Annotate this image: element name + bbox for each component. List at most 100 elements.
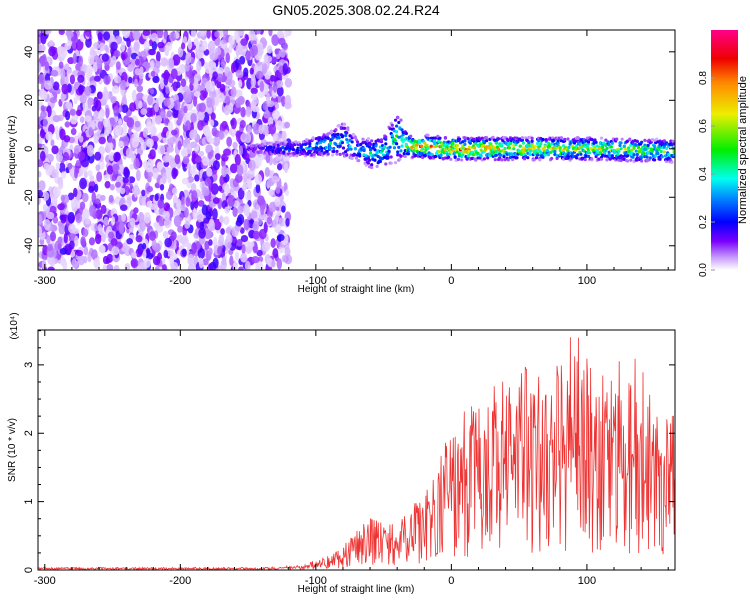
spectrogram-cell [39, 129, 46, 139]
spectrogram-cell [281, 95, 286, 107]
spectrogram-cell [250, 87, 258, 95]
spectrogram-cell [73, 144, 82, 155]
spectrogram-cell [368, 142, 373, 146]
spectrogram-cell [621, 154, 625, 159]
spectrogram-cell [166, 145, 174, 153]
spectrogram-cell [121, 135, 130, 145]
spectrogram-cell [50, 139, 55, 147]
spectrogram-cell [239, 55, 246, 65]
spectrogram-cell [533, 144, 538, 148]
spectrogram-cell [94, 75, 101, 82]
spectrogram-cell [225, 233, 233, 245]
spectrogram-cell [502, 155, 506, 159]
spectrogram-cell [170, 129, 178, 136]
spectrogram-cell [474, 158, 478, 162]
spectrogram-cell [370, 163, 374, 167]
spectrogram-cell [630, 148, 634, 152]
spectrogram-cell [88, 237, 96, 246]
spectrogram-cell [241, 244, 246, 255]
spectrogram-cell [634, 149, 638, 153]
spectrogram-cell [281, 254, 287, 263]
spectrogram-cell [110, 47, 115, 55]
spectrogram-cell [570, 144, 574, 148]
spectrogram-cell [103, 118, 111, 128]
spectrogram-cell [134, 68, 141, 76]
spectrogram-cell [277, 153, 282, 157]
spectrogram-cell [264, 166, 270, 177]
spectrogram-cell [143, 62, 152, 69]
spectrogram-cell [57, 236, 63, 245]
spectrogram-cell [209, 218, 214, 227]
spectrogram-cell [91, 249, 98, 261]
y-tick-label: 20 [23, 94, 35, 106]
spectrogram-cell [625, 159, 630, 163]
spectrogram-cell [135, 248, 142, 258]
spectrogram-cell [159, 111, 165, 119]
spectrogram-cell [594, 155, 598, 159]
spectrogram-cell [40, 90, 48, 100]
spectrogram-cell [244, 260, 251, 270]
spectrogram-cell [254, 30, 262, 35]
spectrogram-cell [94, 183, 99, 193]
spectrogram-cell [119, 204, 128, 211]
spectrogram-cell [244, 190, 252, 202]
x-tick-label: -100 [305, 575, 327, 587]
spectrogram-cell [121, 242, 128, 253]
spectrogram-cell [494, 153, 498, 157]
spectrogram-cell [154, 103, 159, 113]
spectrogram-cell [324, 145, 328, 150]
spectrogram-cell [157, 199, 165, 209]
spectrogram-cell [182, 156, 190, 165]
spectrogram-cell [184, 62, 190, 72]
spectrogram-cell [496, 137, 501, 141]
spectrogram-cell [165, 41, 173, 52]
spectrogram-cell [79, 116, 85, 123]
spectrogram-cell [396, 150, 400, 154]
spectrogram-cell [163, 218, 172, 229]
spectrogram-cell [136, 85, 144, 93]
spectrogram-cell [285, 189, 290, 197]
spectrogram-cell [226, 136, 232, 147]
spectrogram-cell [272, 146, 276, 150]
spectrogram-cell [60, 171, 67, 179]
spectrogram-cell [640, 159, 644, 163]
spectrogram-cell [101, 53, 109, 62]
spectrogram-cell [65, 101, 73, 109]
spectrogram-cell [227, 241, 232, 249]
x-tick-label: 0 [448, 275, 454, 287]
spectrogram-cell [38, 225, 43, 237]
spectrogram-cell [345, 131, 349, 135]
spectrogram-cell [135, 58, 140, 66]
spectrogram-cell [38, 180, 46, 191]
spectrogram-cell [217, 72, 223, 83]
y-tick-label: 0 [23, 567, 35, 573]
spectrogram-cell [206, 105, 213, 115]
spectrogram-cell [57, 203, 65, 211]
spectrogram-cell [214, 30, 220, 38]
spectrogram-cell [455, 143, 459, 148]
spectrogram-cell [396, 116, 400, 120]
spectrogram-cell [97, 32, 103, 42]
spectrogram-cell [229, 255, 234, 266]
spectrogram-cell [261, 146, 265, 150]
x-tick-label: -200 [169, 275, 191, 287]
spectrogram-cell [653, 158, 657, 162]
spectrogram-cell [412, 148, 416, 153]
spectrogram-cell [174, 153, 181, 165]
spectrogram-cell [255, 156, 262, 168]
spectrogram-cell [259, 150, 263, 154]
spectrogram-cell [375, 164, 379, 169]
spectrogram-cell [85, 30, 92, 37]
spectrogram-cell [318, 136, 322, 140]
spectrogram-cell [547, 144, 552, 148]
spectrogram-cell [73, 96, 78, 105]
spectrogram-cell [182, 139, 189, 148]
spectrogram-cell [410, 145, 414, 149]
spectrogram-cell [111, 55, 117, 65]
spectrogram-cell [485, 136, 489, 140]
spectrogram-cell [326, 136, 330, 140]
spectrogram-cell [335, 152, 339, 156]
spectrogram-cell [399, 149, 403, 153]
spectrogram-cell [255, 262, 260, 270]
spectrogram-cell [162, 172, 167, 184]
